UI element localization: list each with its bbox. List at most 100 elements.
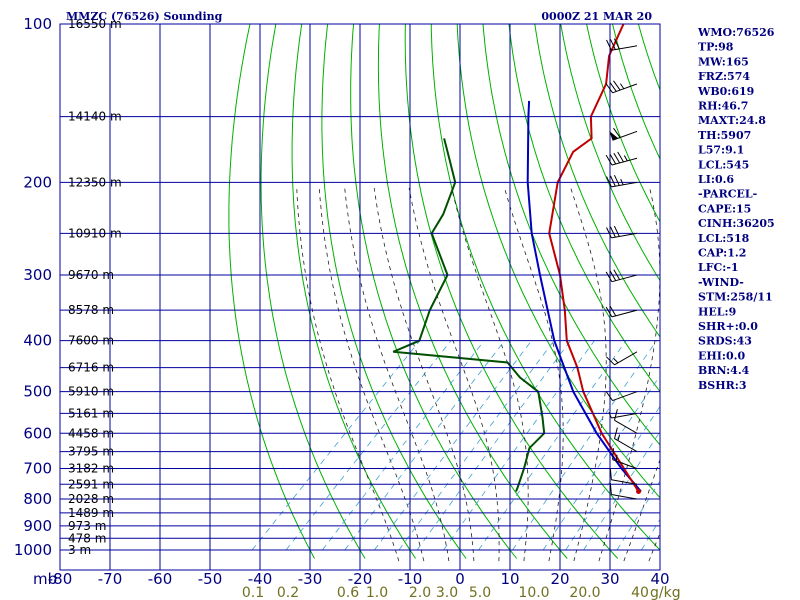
dry-adiabat <box>586 24 660 223</box>
height-label: 6716 m <box>68 361 114 375</box>
index-entry: EHI:0.0 <box>698 349 745 362</box>
index-entry: CAPE:15 <box>698 202 751 215</box>
dry-adiabat <box>456 24 660 499</box>
wind-barb <box>609 127 638 141</box>
temperature-tick-label: 10 <box>500 570 519 588</box>
temperature-tick-label: -80 <box>48 570 73 588</box>
surface-marker <box>636 488 642 494</box>
mixing-ratio-label: 1.0 <box>366 585 388 600</box>
temperature-tick-label: -50 <box>198 570 223 588</box>
height-label: 14140 m <box>68 110 122 124</box>
wind-barb <box>606 225 638 239</box>
moist-adiabat <box>504 187 564 562</box>
moist-adiabat <box>598 187 660 562</box>
temperature-tick-label: -30 <box>298 570 323 588</box>
mixing-ratio-label: 0.1 <box>242 585 264 600</box>
dry-adiabat <box>612 24 660 161</box>
mixing-ratio-label: 5.0 <box>469 585 491 600</box>
pressure-tick-label: 500 <box>23 383 52 401</box>
mixing-ratio-label: 0.6 <box>337 585 359 600</box>
index-entry: MAXT:24.8 <box>698 114 766 127</box>
temperature-tick-label: -10 <box>398 570 423 588</box>
pressure-tick-label: 1000 <box>14 541 52 559</box>
time-label: 0000Z 21 MAR 20 <box>541 10 652 23</box>
wind-barb <box>605 269 638 283</box>
wind-barb <box>605 305 638 318</box>
height-label: 16550 m <box>68 17 122 31</box>
index-entry: CAP:1.2 <box>698 247 746 260</box>
dry-adiabat <box>404 24 619 559</box>
height-label: 5161 m <box>68 406 114 420</box>
height-label: 8578 m <box>68 303 114 317</box>
dry-adiabat <box>534 24 660 338</box>
pressure-tick-label: 900 <box>23 517 52 535</box>
axis-layer <box>59 23 661 571</box>
mixing-ratio-label: 0.2 <box>277 585 299 600</box>
wind-barbs <box>605 38 638 500</box>
moist-adiabat <box>623 458 660 562</box>
height-label: 478 m <box>68 531 106 545</box>
temperature-trace <box>548 24 640 493</box>
height-label: 973 m <box>68 519 106 533</box>
dry-adiabat <box>350 24 518 559</box>
temperature-tick-label: 30 <box>600 570 619 588</box>
temperature-tick-label: -40 <box>248 570 273 588</box>
index-entry: TH:5907 <box>698 129 751 142</box>
temperature-tick-label: -70 <box>98 570 123 588</box>
temperature-tick-label: -60 <box>148 570 173 588</box>
moist-adiabat <box>373 187 475 562</box>
index-entry: BSHR:3 <box>698 379 747 392</box>
temperature-tick-label: 20 <box>550 570 569 588</box>
height-label: 3182 m <box>68 462 114 476</box>
index-entry: STM:258/11 <box>698 291 773 304</box>
height-label: 4458 m <box>68 426 114 440</box>
index-entry: LFC:-1 <box>698 261 739 274</box>
mixing-ratio-label: 2.0 <box>409 585 431 600</box>
index-entry: HEL:9 <box>698 305 736 318</box>
moist-adiabat <box>296 187 400 562</box>
dry-adiabat <box>260 24 366 559</box>
height-label: 9670 m <box>68 268 114 282</box>
index-entry: SHR+:0.0 <box>698 320 758 333</box>
moist-adiabat <box>408 187 500 562</box>
index-entry: SRDS:43 <box>698 335 752 348</box>
index-entry: WMO:76526 <box>697 26 775 39</box>
moist-adiabat <box>344 187 450 562</box>
pressure-tick-label: 700 <box>23 460 52 478</box>
pressure-tick-label: 800 <box>23 490 52 508</box>
dry-adiabat <box>377 24 568 559</box>
mixing-ratio-label: 40 <box>631 585 649 600</box>
height-label: 2591 m <box>68 477 114 491</box>
wind-barb <box>605 80 638 94</box>
plot-frame <box>59 23 661 571</box>
index-entry: FRZ:574 <box>698 70 750 83</box>
temperature-tick-label: 40 <box>650 570 669 588</box>
index-entry: LCL:518 <box>698 232 750 245</box>
index-entry: MW:165 <box>698 55 749 68</box>
index-entry: -WIND- <box>698 276 744 289</box>
parcel-trace <box>526 100 642 493</box>
index-entry: -PARCEL- <box>698 188 757 201</box>
dry-adiabat <box>560 24 660 282</box>
height-label: 5910 m <box>68 385 114 399</box>
wind-barb <box>605 151 638 166</box>
wind-barb <box>606 174 638 188</box>
pressure-tick-label: 200 <box>23 173 52 191</box>
chart-title: MMZC (76526) Sounding <box>66 10 223 23</box>
wind-barb <box>605 390 638 402</box>
pressure-tick-label: 600 <box>23 424 52 442</box>
index-entry: LI:0.6 <box>698 173 734 186</box>
mixing-ratio-unit: g/kg <box>650 585 681 600</box>
index-entry: LCL:545 <box>698 158 749 171</box>
height-label: 3795 m <box>68 445 114 459</box>
dry-adiabat <box>482 24 660 446</box>
temperature-tick-label: -20 <box>348 570 373 588</box>
pressure-tick-label: 100 <box>23 15 52 33</box>
moist-adiabat <box>570 187 607 562</box>
wind-barb <box>606 351 638 366</box>
dry-adiabat <box>228 24 315 559</box>
pressure-tick-label: 400 <box>23 332 52 350</box>
